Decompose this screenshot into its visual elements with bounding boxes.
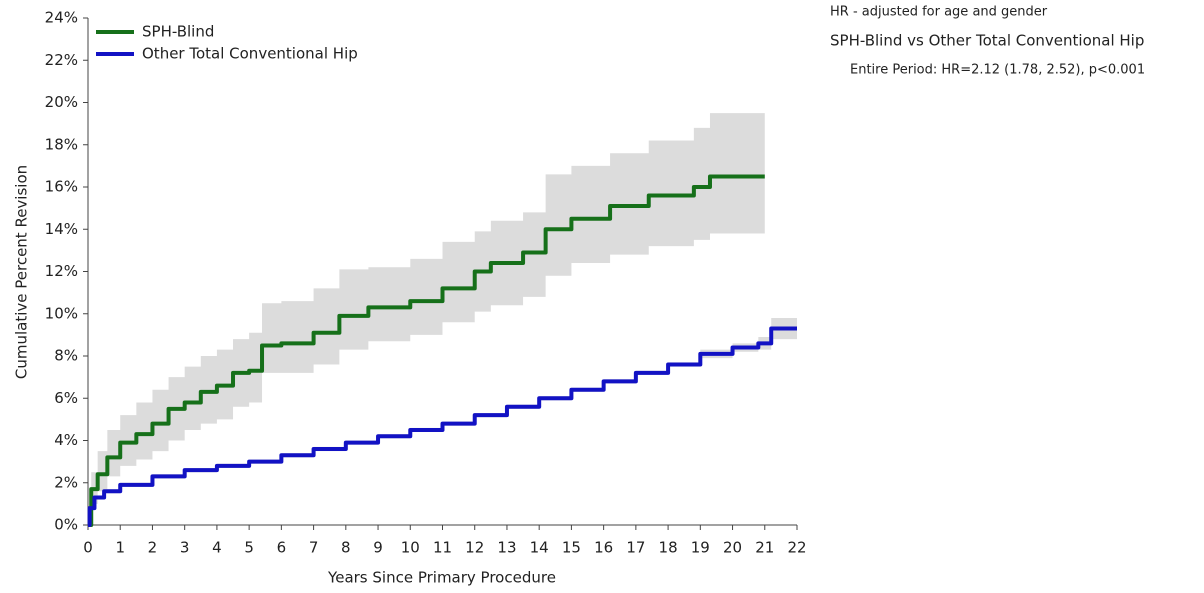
x-tick-label: 10 bbox=[401, 539, 420, 557]
x-tick-label: 18 bbox=[659, 539, 678, 557]
legend-label: Other Total Conventional Hip bbox=[142, 45, 358, 63]
x-tick-label: 21 bbox=[755, 539, 774, 557]
x-tick-label: 19 bbox=[691, 539, 710, 557]
y-tick-label: 14% bbox=[45, 220, 78, 238]
x-tick-label: 22 bbox=[787, 539, 806, 557]
x-tick-label: 1 bbox=[115, 539, 125, 557]
x-tick-label: 3 bbox=[180, 539, 190, 557]
y-axis-label: Cumulative Percent Revision bbox=[13, 165, 31, 379]
y-tick-label: 6% bbox=[54, 389, 78, 407]
x-tick-label: 17 bbox=[626, 539, 645, 557]
y-tick-label: 22% bbox=[45, 51, 78, 69]
y-tick-label: 18% bbox=[45, 135, 78, 153]
y-tick-label: 2% bbox=[54, 473, 78, 491]
annotation: Entire Period: HR=2.12 (1.78, 2.52), p<0… bbox=[850, 63, 1145, 78]
y-tick-label: 10% bbox=[45, 304, 78, 322]
x-tick-label: 4 bbox=[212, 539, 222, 557]
x-tick-label: 6 bbox=[277, 539, 287, 557]
x-tick-label: 9 bbox=[373, 539, 383, 557]
x-tick-label: 11 bbox=[433, 539, 452, 557]
x-tick-label: 12 bbox=[465, 539, 484, 557]
confidence-band bbox=[88, 317, 797, 525]
x-tick-label: 5 bbox=[244, 539, 254, 557]
x-axis-label: Years Since Primary Procedure bbox=[327, 569, 556, 587]
y-tick-label: 4% bbox=[54, 431, 78, 449]
x-tick-label: 8 bbox=[341, 539, 351, 557]
y-tick-label: 12% bbox=[45, 262, 78, 280]
x-tick-label: 2 bbox=[148, 539, 158, 557]
x-tick-label: 20 bbox=[723, 539, 742, 557]
y-tick-label: 24% bbox=[45, 9, 78, 27]
x-tick-label: 14 bbox=[530, 539, 549, 557]
annotation: HR - adjusted for age and gender bbox=[830, 5, 1048, 20]
x-tick-label: 0 bbox=[83, 539, 93, 557]
confidence-band bbox=[88, 113, 765, 525]
x-tick-label: 13 bbox=[497, 539, 516, 557]
annotation: SPH-Blind vs Other Total Conventional Hi… bbox=[830, 32, 1144, 50]
series-line bbox=[88, 174, 765, 527]
y-tick-label: 20% bbox=[45, 93, 78, 111]
series-line bbox=[87, 326, 797, 527]
legend-label: SPH-Blind bbox=[142, 23, 214, 41]
y-tick-label: 8% bbox=[54, 347, 78, 365]
x-tick-label: 15 bbox=[562, 539, 581, 557]
y-tick-label: 0% bbox=[54, 516, 78, 534]
x-tick-label: 7 bbox=[309, 539, 319, 557]
y-tick-label: 16% bbox=[45, 178, 78, 196]
x-tick-label: 16 bbox=[594, 539, 613, 557]
